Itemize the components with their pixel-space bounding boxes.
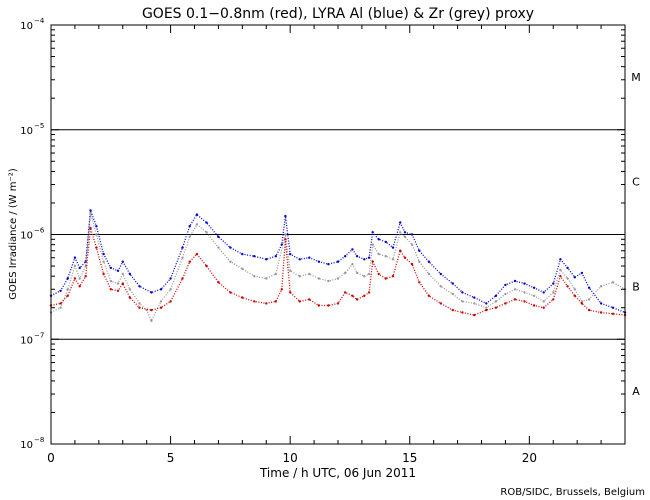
x-tick-label: 5: [167, 451, 175, 465]
flare-class-label-c: C: [632, 176, 640, 189]
x-tick-label: 15: [402, 451, 417, 465]
series-trace: [50, 227, 626, 316]
y-tick-exponent: −5: [34, 122, 44, 130]
data-point: [150, 308, 153, 312]
y-tick-mantissa: 10: [20, 21, 33, 32]
series-trace: [50, 212, 626, 323]
flare-class-label-a: A: [632, 385, 640, 398]
y-axis-label: GOES Irradiance / (W m⁻²): [8, 168, 19, 300]
x-tick-label: 10: [283, 451, 298, 465]
series-0: [49, 209, 627, 314]
y-tick-exponent: −8: [34, 436, 44, 444]
y-tick-exponent: −7: [34, 331, 44, 339]
data-point: [611, 312, 615, 315]
credit-text: ROB/SIDC, Brussels, Belgium: [500, 487, 645, 498]
flare-class-labels: A B C M: [631, 71, 641, 398]
series-1: [49, 211, 627, 323]
y-tick-exponent: −4: [34, 17, 45, 25]
x-tick-label: 20: [522, 451, 537, 465]
series-2: [49, 226, 627, 317]
data-point: [485, 308, 488, 312]
flare-class-label-b: B: [632, 280, 640, 293]
data-series-layer: [49, 209, 627, 323]
y-tick-exponent: −6: [34, 227, 45, 235]
y-tick-mantissa: 10: [20, 231, 33, 242]
y-tick-mantissa: 10: [20, 126, 33, 137]
chart-title: GOES 0.1−0.8nm (red), LYRA Al (blue) & Z…: [142, 6, 534, 22]
data-point: [327, 304, 330, 307]
y-tick-mantissa: 10: [20, 440, 33, 451]
x-axis-label: Time / h UTC, 06 Jun 2011: [259, 466, 416, 480]
y-tick-mantissa: 10: [20, 335, 33, 346]
flare-class-lines: [51, 129, 625, 340]
x-tick-label: 0: [47, 451, 55, 465]
flare-class-label-m: M: [631, 71, 641, 84]
